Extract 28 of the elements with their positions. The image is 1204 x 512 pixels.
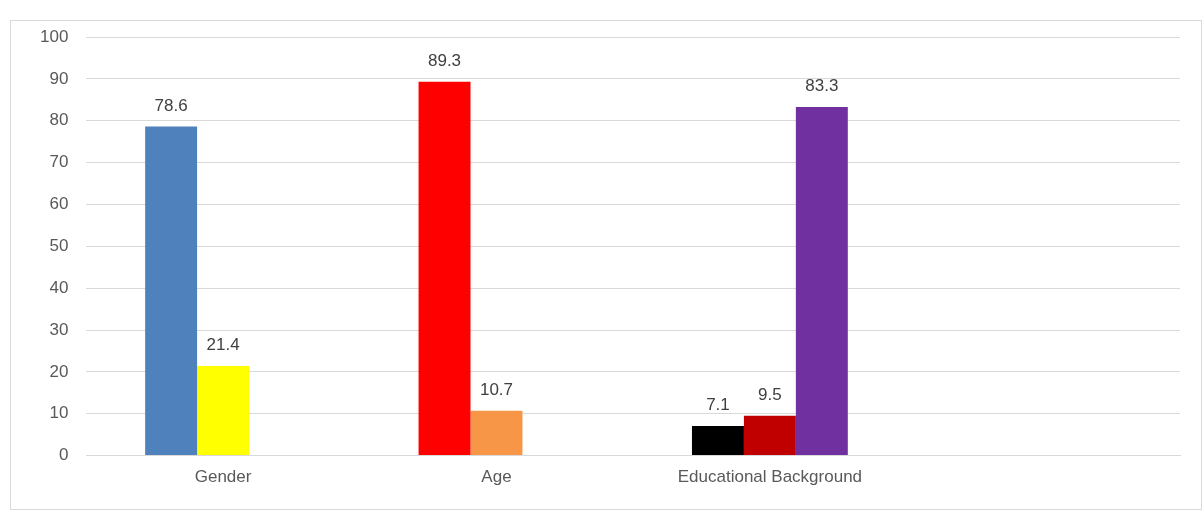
data-label: 10.7 bbox=[479, 380, 514, 399]
y-tick-label: 90 bbox=[49, 68, 69, 88]
x-tick-label: Age bbox=[481, 467, 512, 487]
y-tick-label: 10 bbox=[49, 403, 69, 423]
y-tick-label: 50 bbox=[49, 235, 69, 255]
bar bbox=[418, 81, 471, 456]
y-tick-label: 60 bbox=[49, 194, 69, 214]
y-tick-label: 80 bbox=[49, 110, 69, 130]
data-label: 78.6 bbox=[154, 95, 188, 115]
bar bbox=[470, 410, 523, 456]
bar bbox=[197, 366, 250, 456]
bar bbox=[691, 425, 744, 456]
bar bbox=[795, 106, 848, 456]
data-label: 21.4 bbox=[206, 335, 240, 355]
y-tick-label: 40 bbox=[49, 277, 69, 297]
bar bbox=[145, 126, 198, 456]
bar bbox=[743, 415, 796, 456]
y-tick-label: 70 bbox=[49, 152, 69, 172]
x-tick-label: Educational Background bbox=[677, 467, 863, 487]
y-tick-label: 20 bbox=[49, 361, 69, 381]
y-tick-label: 0 bbox=[58, 445, 69, 465]
data-label: 7.1 bbox=[706, 395, 730, 415]
y-tick-label: 30 bbox=[49, 319, 69, 339]
data-label: 9.5 bbox=[758, 385, 782, 405]
x-tick-label: Gender bbox=[194, 467, 252, 487]
data-label: 89.3 bbox=[427, 50, 462, 70]
y-tick-label: 100 bbox=[39, 26, 69, 46]
data-label: 83.3 bbox=[805, 76, 839, 96]
